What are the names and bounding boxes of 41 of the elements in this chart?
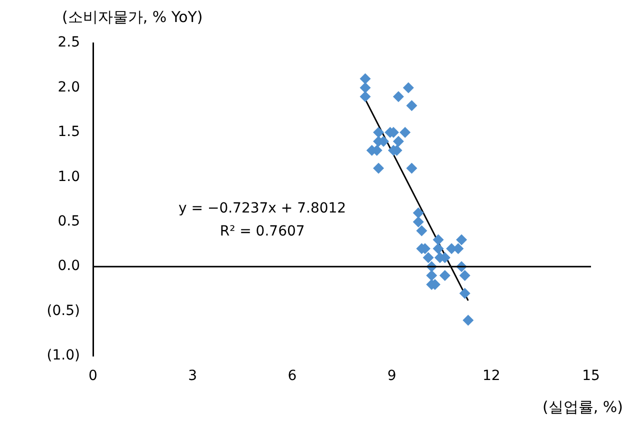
x-tick-label: 0	[88, 368, 98, 384]
point	[459, 288, 470, 299]
point	[459, 270, 470, 282]
y-tick-label: (1.0)	[46, 348, 80, 364]
y-tick-label: 0.0	[58, 258, 80, 274]
x-tick-label: 3	[188, 368, 198, 384]
point	[416, 225, 428, 236]
point	[439, 270, 450, 282]
point	[360, 73, 371, 84]
point	[456, 234, 468, 246]
point	[400, 126, 411, 138]
annotation: y = −0.7237x + 7.8012	[178, 200, 346, 217]
point	[392, 136, 404, 147]
point	[432, 243, 444, 254]
y-tick-label: 2.5	[58, 34, 80, 51]
point	[422, 252, 434, 264]
point	[360, 82, 371, 94]
x-tick-label: 6	[288, 368, 297, 384]
x-axis-title: (실업률, %)	[542, 398, 623, 417]
annotation: R² = 0.7607	[220, 224, 305, 240]
x-tick-label: 12	[482, 368, 500, 384]
point	[426, 270, 438, 282]
y-tick-label: 2.0	[58, 79, 80, 96]
point	[373, 126, 384, 138]
point	[373, 162, 384, 174]
y-tick-label: 0.5	[58, 214, 80, 230]
point	[432, 234, 444, 246]
point	[462, 314, 474, 326]
x-tick-label: 9	[387, 368, 396, 384]
y-tick-label: (0.5)	[46, 302, 80, 319]
point	[406, 100, 418, 112]
point	[392, 91, 404, 102]
point	[412, 216, 424, 228]
point	[406, 162, 418, 174]
point	[402, 82, 414, 94]
y-tick-label: 1.0	[58, 168, 80, 185]
x-tick-label: 15	[582, 368, 600, 384]
point	[412, 207, 424, 218]
y-tick-label: 1.5	[58, 124, 80, 140]
point	[360, 91, 371, 102]
y-axis-title: (소비자물가, % YoY)	[62, 8, 203, 27]
